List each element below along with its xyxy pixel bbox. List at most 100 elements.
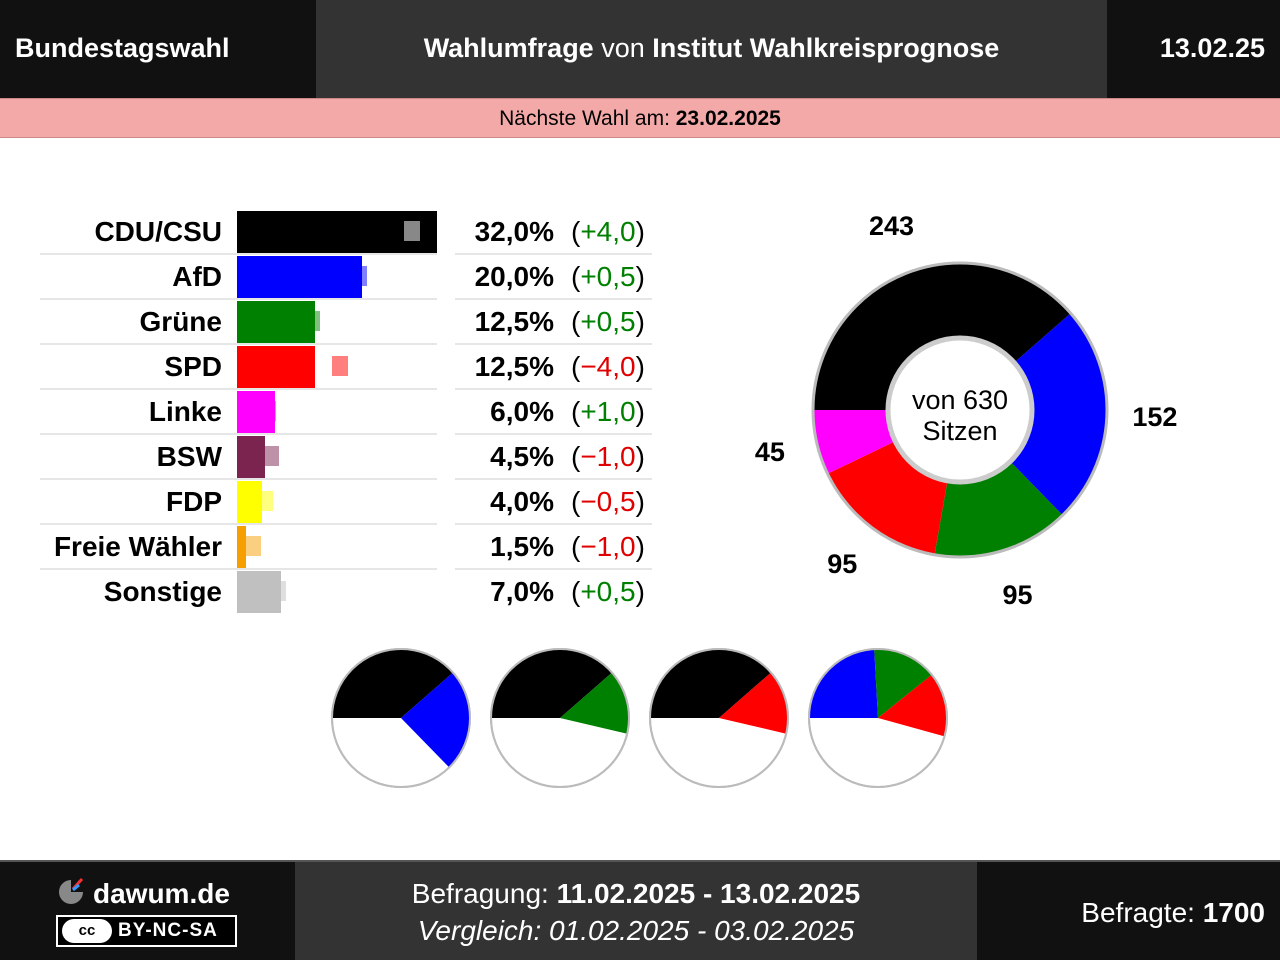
party-row: Freie Wähler 1,5% (−1,0) xyxy=(40,523,652,570)
change-bracket-close: ) xyxy=(635,441,645,472)
seat-segment xyxy=(934,461,1063,557)
party-bar xyxy=(237,526,247,568)
change-value: +4,0 xyxy=(580,216,636,247)
party-row: SPD 12,5% (−4,0) xyxy=(40,343,652,390)
party-name: FDP xyxy=(166,486,222,517)
header-left: Bundestagswahl xyxy=(0,0,316,98)
change-value: −4,0 xyxy=(580,351,636,382)
footer-left: dawum.de cc BY-NC-SA xyxy=(0,862,295,960)
seat-total-text: von 630 Sitzen xyxy=(880,385,1040,447)
row-separator-gap xyxy=(437,478,455,525)
party-bar xyxy=(237,256,362,298)
party-row: AfD 20,0% (+0,5) xyxy=(40,253,652,300)
coalition-segment xyxy=(491,649,612,718)
party-percentage: 20,0% xyxy=(474,261,554,292)
party-bar xyxy=(237,346,316,388)
previous-value-marker xyxy=(404,221,420,241)
party-name: SPD xyxy=(164,351,222,382)
seat-total-line1: von 630 xyxy=(911,385,1009,415)
change-value: −0,5 xyxy=(580,486,636,517)
cc-badge-icon: cc xyxy=(62,919,112,943)
party-change: (+0,5) xyxy=(571,261,645,293)
header: Bundestagswahl Wahlumfrage von Institut … xyxy=(0,0,1280,98)
coalition-segment xyxy=(401,672,470,768)
seat-count-label: 243 xyxy=(868,211,914,242)
coalition-segment xyxy=(650,649,771,718)
poll-title-word: Wahlumfrage xyxy=(423,33,594,63)
party-change: (+0,5) xyxy=(571,306,645,338)
change-bracket-open: ( xyxy=(571,576,581,607)
coalition-segment xyxy=(719,672,788,734)
election-type: Bundestagswahl xyxy=(15,33,230,63)
seat-count-label: 95 xyxy=(827,549,858,580)
party-name: AfD xyxy=(172,261,222,292)
next-election-date: 23.02.2025 xyxy=(675,107,781,130)
change-value: +0,5 xyxy=(580,261,636,292)
party-change: (−1,0) xyxy=(571,531,645,563)
seat-segment xyxy=(1010,313,1107,516)
party-change: (+4,0) xyxy=(571,216,645,248)
change-bracket-close: ) xyxy=(635,306,645,337)
change-bracket-close: ) xyxy=(635,351,645,382)
party-row: BSW 4,5% (−1,0) xyxy=(40,433,652,480)
party-name: Grüne xyxy=(139,306,222,337)
change-bracket-close: ) xyxy=(635,216,645,247)
change-value: −1,0 xyxy=(580,441,636,472)
party-percentage: 6,0% xyxy=(490,396,554,427)
change-bracket-open: ( xyxy=(571,441,581,472)
site-name[interactable]: dawum.de xyxy=(93,878,230,909)
party-row: FDP 4,0% (−0,5) xyxy=(40,478,652,525)
footer-center: Befragung: 11.02.2025 - 13.02.2025 Vergl… xyxy=(295,862,977,960)
coalition-segment xyxy=(874,649,932,718)
change-bracket-open: ( xyxy=(571,351,581,382)
party-name: Freie Wähler xyxy=(53,531,222,562)
coalition-pie xyxy=(331,648,471,788)
party-row: Grüne 12,5% (+0,5) xyxy=(40,298,652,345)
footer: dawum.de cc BY-NC-SA Befragung: 11.02.20… xyxy=(0,860,1280,960)
party-percentage: 1,5% xyxy=(490,531,554,562)
seat-count-label: 95 xyxy=(1002,580,1033,611)
party-bar xyxy=(237,436,266,478)
change-bracket-open: ( xyxy=(571,216,581,247)
party-change: (+1,0) xyxy=(571,396,645,428)
change-bracket-open: ( xyxy=(571,306,581,337)
party-row: Sonstige 7,0% (+0,5) xyxy=(40,568,652,615)
previous-value-marker xyxy=(260,401,277,421)
seat-count-label: 152 xyxy=(1132,401,1178,432)
coalition-pie xyxy=(490,648,630,788)
row-separator-gap xyxy=(437,388,455,435)
party-change: (−0,5) xyxy=(571,486,645,518)
party-percentage: 4,0% xyxy=(490,486,554,517)
coalition-pie-outline xyxy=(331,648,471,788)
row-separator-gap xyxy=(437,568,455,615)
dawum-logo-icon xyxy=(59,877,84,904)
party-row: CDU/CSU 32,0% (+4,0) xyxy=(40,208,652,255)
coalition-pie-outline xyxy=(808,648,948,788)
coalition-pie-outline xyxy=(649,648,789,788)
change-bracket-open: ( xyxy=(571,531,581,562)
donut-outline xyxy=(811,261,1109,559)
change-bracket-close: ) xyxy=(635,531,645,562)
party-row: Linke 6,0% (+1,0) xyxy=(40,388,652,435)
party-name: Sonstige xyxy=(103,576,222,607)
coalition-segment xyxy=(560,672,629,734)
row-separator-gap xyxy=(437,433,455,480)
next-election-label: Nächste Wahl am: xyxy=(499,107,676,130)
coalition-segment xyxy=(809,649,878,718)
party-percentage: 7,0% xyxy=(490,576,554,607)
change-bracket-close: ) xyxy=(635,396,645,427)
license-badge[interactable]: cc BY-NC-SA xyxy=(56,915,237,947)
change-value: −1,0 xyxy=(580,531,636,562)
previous-value-marker xyxy=(350,266,367,286)
seat-segment xyxy=(813,410,896,474)
party-bar xyxy=(237,211,437,253)
previous-value-marker xyxy=(332,356,349,376)
row-separator-gap xyxy=(437,523,455,570)
survey-range: 11.02.2025 - 13.02.2025 xyxy=(556,878,861,909)
coalition-pie xyxy=(649,648,789,788)
row-separator-gap xyxy=(437,343,455,390)
survey-label: Befragung: xyxy=(411,878,557,909)
previous-value-marker xyxy=(269,581,286,601)
coalition-segment xyxy=(878,674,947,737)
row-separator-gap xyxy=(437,298,455,345)
